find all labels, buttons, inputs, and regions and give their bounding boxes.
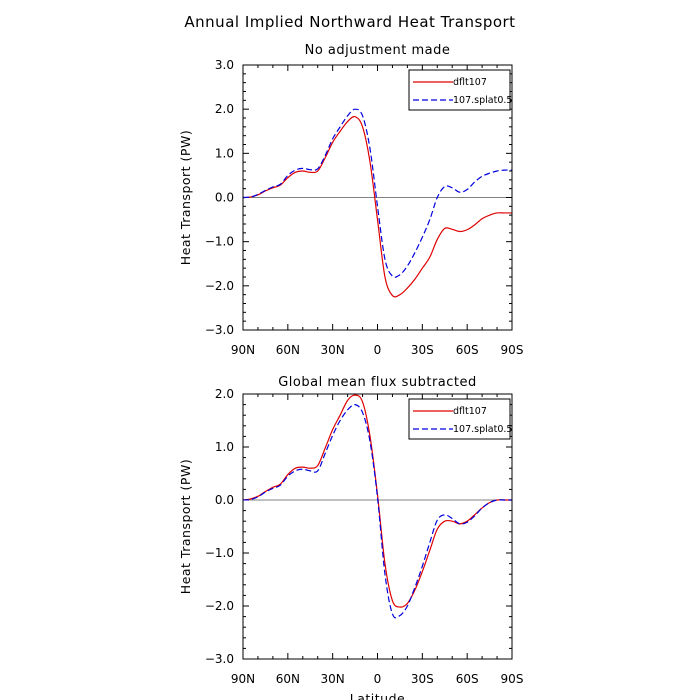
plot-frame <box>242 64 513 331</box>
y-tick-label: −2.0 <box>205 279 234 293</box>
y-tick-label: −3.0 <box>205 652 234 666</box>
x-tick-label: 90S <box>501 672 524 686</box>
y-tick-label: 0.0 <box>215 493 234 507</box>
y-tick-label: −3.0 <box>205 323 234 337</box>
series-line-splat <box>242 108 513 278</box>
y-tick-label: 3.0 <box>215 58 234 72</box>
y-tick-label: −2.0 <box>205 599 234 613</box>
x-tick-label: 0 <box>374 672 382 686</box>
legend-box <box>408 69 511 111</box>
legend-label: 107.splat0.5 <box>453 424 512 435</box>
x-tick-label: 30N <box>321 672 345 686</box>
y-tick-label: 2.0 <box>215 387 234 401</box>
panels: No adjustment made 90N 60N 30N 0 30S 60S 90S −3.… <box>178 43 523 700</box>
y-axis-label: Heat Transport (PW) <box>178 459 193 594</box>
legend-label: 107.splat0.5 <box>453 95 512 106</box>
y-tick-label: 2.0 <box>215 102 234 116</box>
y-tick-label: 1.0 <box>215 440 234 454</box>
series-line-dflt107 <box>242 115 512 298</box>
chart-panel-2: Global mean flux subtracted 90N 60N 30N 0 30S… <box>178 375 523 700</box>
x-tick-label: 60S <box>456 672 479 686</box>
panel-title: No adjustment made <box>305 43 451 58</box>
x-tick-label: 90N <box>231 672 255 686</box>
series-line-splat <box>242 403 512 619</box>
legend: dflt107 107.splat0.5 <box>408 398 512 440</box>
panel-title: Global mean flux subtracted <box>278 375 477 390</box>
x-tick-label: 90S <box>501 343 524 357</box>
y-tick-label: 0.0 <box>215 191 234 205</box>
chart-panel-1: No adjustment made 90N 60N 30N 0 30S 60S 90S −3.… <box>178 43 523 357</box>
y-tick-label: 1.0 <box>215 146 234 160</box>
x-tick-label: 60N <box>276 672 300 686</box>
x-tick-label: 60N <box>276 343 300 357</box>
x-tick-label: 0 <box>374 343 382 357</box>
x-tick-label: 60S <box>456 343 479 357</box>
x-tick-label: 90N <box>231 343 255 357</box>
x-tick-label: 30S <box>411 672 434 686</box>
y-axis-label: Heat Transport (PW) <box>178 130 193 265</box>
x-tick-label: 30N <box>321 343 345 357</box>
x-axis-label: Latitude <box>350 691 405 700</box>
plot-frame <box>242 393 513 660</box>
legend: dflt107 107.splat0.5 <box>408 69 512 111</box>
y-tick-label: −1.0 <box>205 235 234 249</box>
legend-box <box>408 398 511 440</box>
x-tick-label: 30S <box>411 343 434 357</box>
legend-label: dflt107 <box>453 406 487 417</box>
figure-title: Annual Implied Northward Heat Transport <box>184 13 515 31</box>
legend-label: dflt107 <box>453 77 487 88</box>
y-tick-label: −1.0 <box>205 546 234 560</box>
